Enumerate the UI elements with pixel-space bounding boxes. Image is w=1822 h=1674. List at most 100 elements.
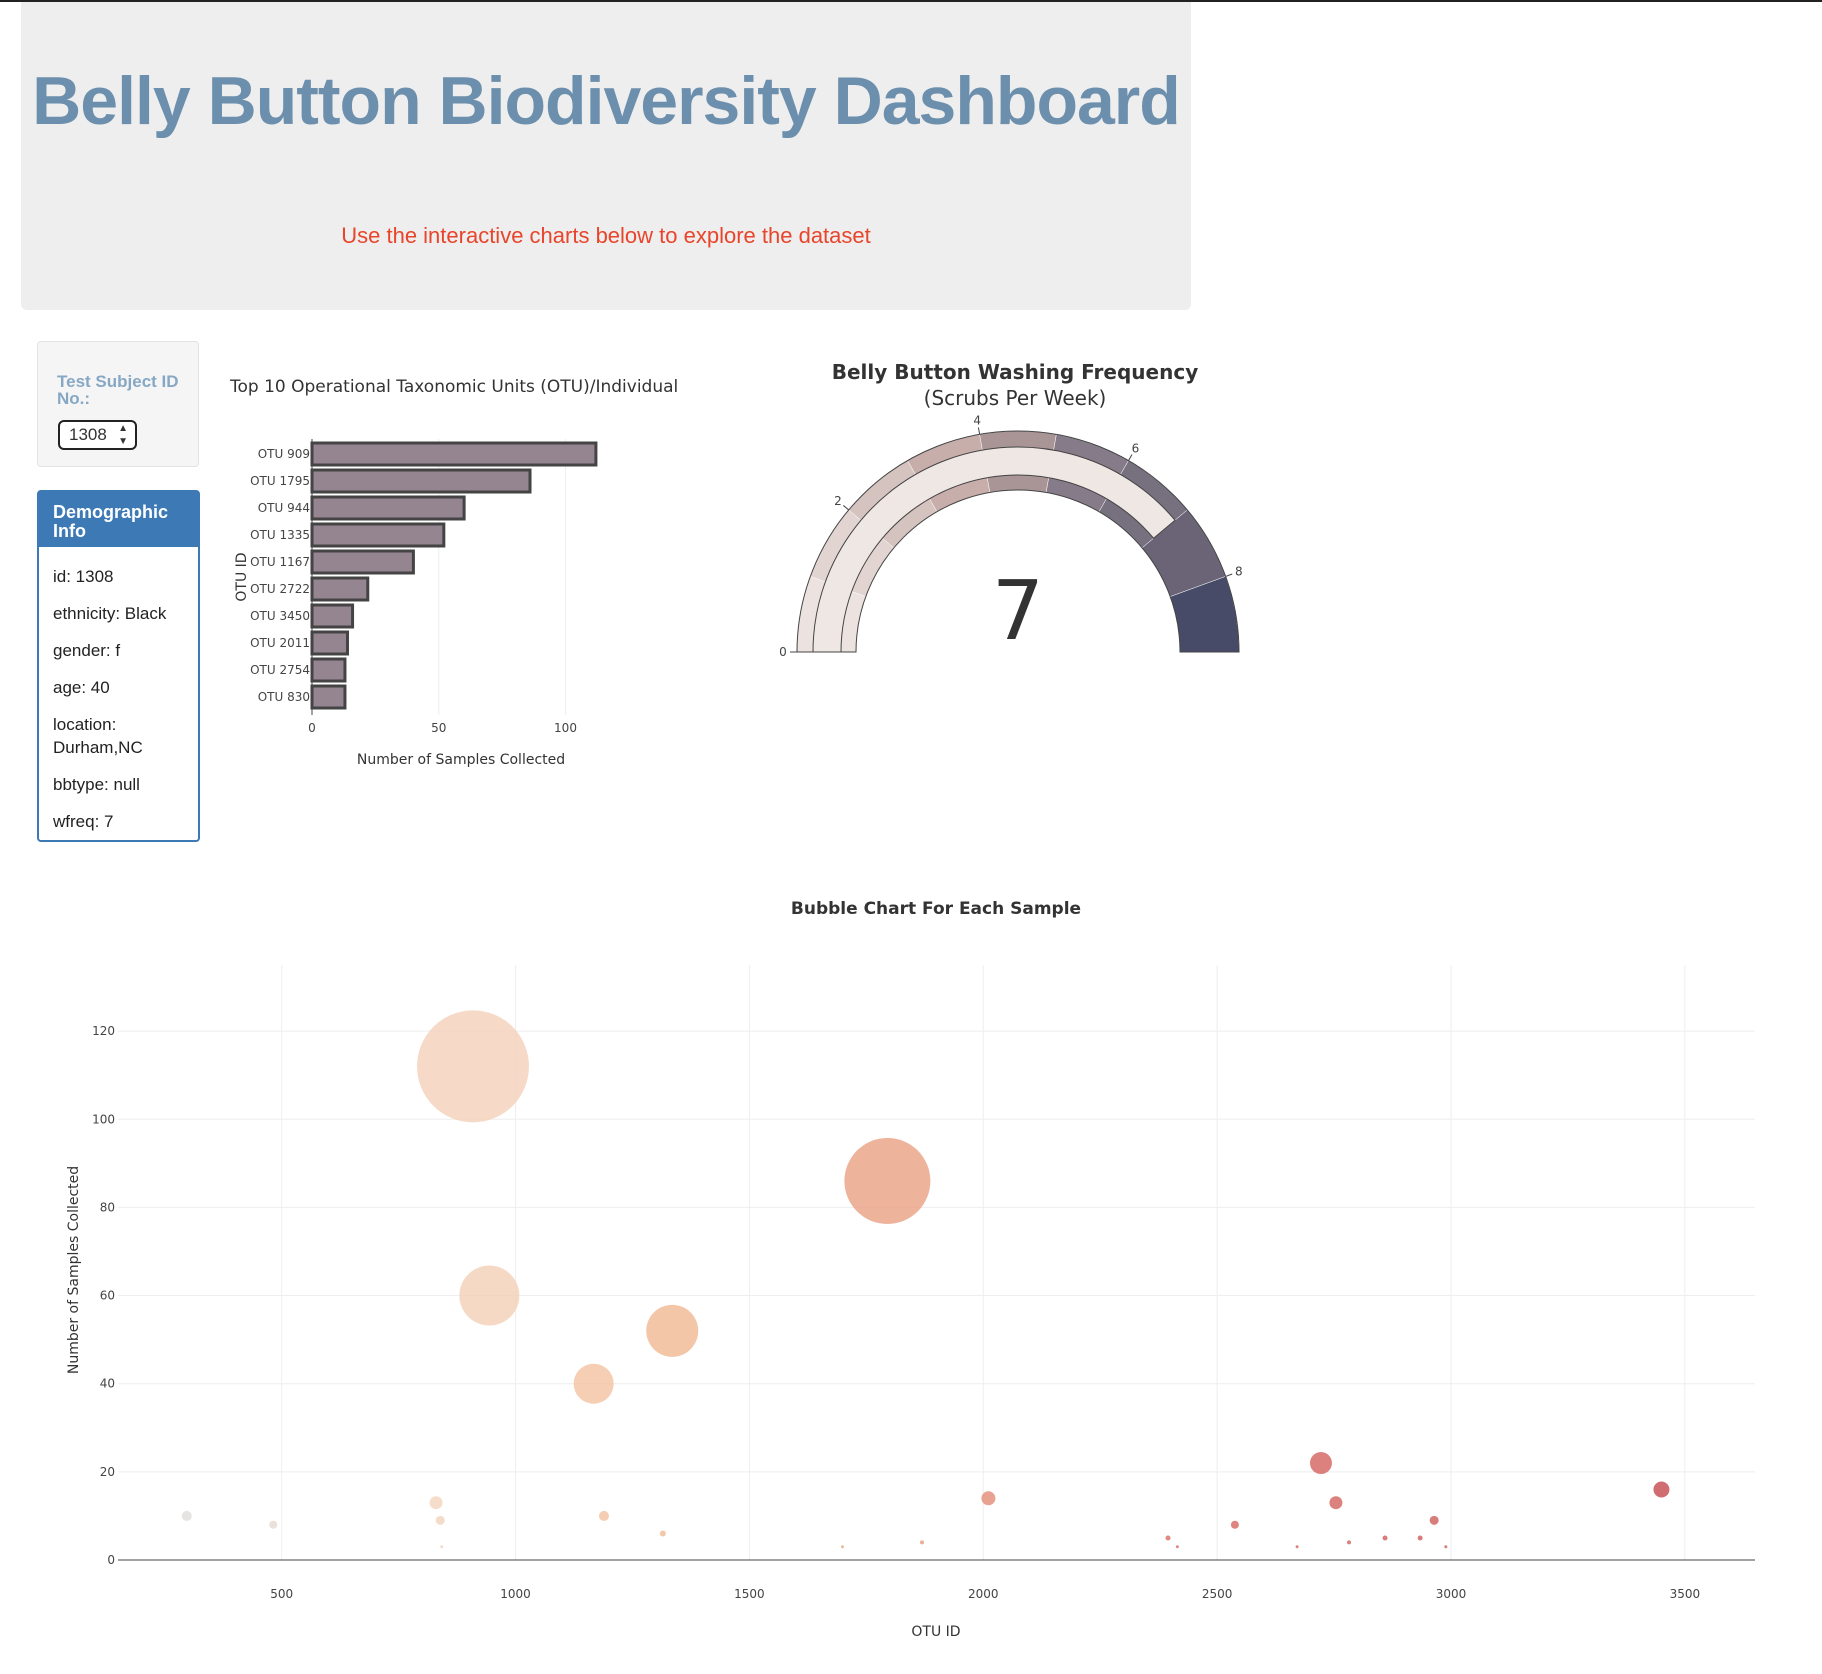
bubble-point[interactable] — [1653, 1481, 1670, 1498]
bar-y-tick-label: OTU 1335 — [250, 528, 310, 542]
gauge-tick — [1128, 454, 1133, 461]
bar-x-tick-label: 100 — [554, 721, 577, 735]
bubble-point[interactable] — [1417, 1535, 1423, 1541]
bubble-point[interactable] — [1382, 1535, 1388, 1541]
bar-chart-xlabel: Number of Samples Collected — [357, 752, 565, 768]
subject-id-value: 1308 — [69, 425, 107, 444]
bubble-point[interactable] — [1295, 1545, 1299, 1549]
gauge-subtitle: (Scrubs Per Week) — [924, 386, 1107, 410]
bar-y-tick-label: OTU 2754 — [250, 663, 310, 677]
bubble-y-tick-label: 40 — [100, 1377, 115, 1391]
bubble-point[interactable] — [1175, 1545, 1179, 1549]
bubble-point[interactable] — [1165, 1535, 1171, 1541]
bar-y-tick-label: OTU 830 — [258, 690, 310, 704]
gauge-tick — [843, 505, 850, 511]
subject-selector-panel: Test Subject ID No.: 1308 ▲ ▼ — [37, 341, 199, 467]
bubble-point[interactable] — [429, 1496, 443, 1510]
gauge-tick — [1225, 573, 1233, 577]
bar[interactable] — [310, 468, 532, 494]
bubble-point[interactable] — [1347, 1540, 1352, 1545]
bubble-x-tick-label: 2000 — [968, 1587, 999, 1601]
gauge-outline — [796, 430, 1240, 653]
bubble-point[interactable] — [1429, 1515, 1439, 1525]
header-banner: Belly Button Biodiversity Dashboard Use … — [21, 2, 1191, 310]
gauge-tick-label: 2 — [834, 494, 842, 508]
bar-y-tick-label: OTU 1167 — [250, 555, 310, 569]
gauge-tick-label: 0 — [779, 645, 787, 659]
bar[interactable] — [310, 630, 349, 656]
gauge-tick-label: 8 — [1235, 565, 1243, 579]
bubble-y-tick-label: 20 — [100, 1465, 115, 1479]
bubble-chart-xlabel: OTU ID — [911, 1624, 960, 1640]
bar-x-tick-label: 50 — [431, 721, 446, 735]
bubble-chart: Bubble Chart For Each Sample 500 1000 1500… — [66, 899, 1755, 1640]
bubble-point[interactable] — [646, 1304, 699, 1357]
bubble-point[interactable] — [440, 1545, 444, 1549]
gauge-value-bar — [812, 446, 1176, 653]
bubble-point[interactable] — [598, 1510, 609, 1521]
bubble-point[interactable] — [981, 1491, 996, 1506]
demographic-info-body: id: 1308 ethnicity: Black gender: f age:… — [39, 547, 198, 855]
select-arrows-icon: ▲ ▼ — [118, 423, 128, 447]
washing-frequency-gauge: Belly Button Washing Frequency (Scrubs P… — [779, 360, 1243, 659]
bubble-chart-title: Bubble Chart For Each Sample — [791, 899, 1081, 919]
bubble-point[interactable] — [844, 1137, 931, 1224]
bar-y-tick-label: OTU 1795 — [250, 474, 310, 488]
bubble-chart-ylabel: Number of Samples Collected — [66, 1166, 82, 1374]
bubble-point[interactable] — [269, 1520, 278, 1529]
bubble-point[interactable] — [1329, 1496, 1343, 1510]
bubble-point[interactable] — [1444, 1545, 1448, 1549]
bubble-y-tick-label: 100 — [92, 1112, 115, 1126]
subject-selector-label: Test Subject ID No.: — [57, 372, 179, 408]
demographic-wfreq: wfreq: 7 — [53, 812, 114, 831]
demographic-age: age: 40 — [53, 678, 110, 697]
bar-y-tick-label: OTU 2722 — [250, 582, 310, 596]
bubble-x-tick-label: 500 — [270, 1587, 293, 1601]
bubble-point[interactable] — [920, 1540, 925, 1545]
bar[interactable] — [310, 684, 347, 710]
bar-y-tick-label: OTU 3450 — [250, 609, 310, 623]
gauge-title: Belly Button Washing Frequency — [832, 360, 1198, 384]
bubble-y-tick-label: 0 — [107, 1553, 115, 1567]
bar[interactable] — [310, 657, 347, 683]
bar[interactable] — [310, 549, 415, 575]
bubble-point[interactable] — [573, 1363, 614, 1404]
gauge-tick-label: 6 — [1132, 441, 1140, 455]
bubble-point[interactable] — [1230, 1520, 1239, 1529]
bubble-x-tick-label: 2500 — [1202, 1587, 1233, 1601]
bar[interactable] — [310, 522, 446, 548]
bubble-y-tick-label: 80 — [100, 1200, 115, 1214]
top-border — [0, 0, 1822, 2]
gauge-value: 7 — [992, 564, 1044, 659]
bubble-point[interactable] — [435, 1515, 445, 1525]
demographic-info-title: Demographic Info — [39, 492, 198, 547]
gauge-tick-label: 4 — [973, 414, 981, 428]
demographic-gender: gender: f — [53, 641, 121, 660]
bubble-point[interactable] — [416, 1010, 529, 1123]
bar-x-tick-label: 0 — [308, 721, 316, 735]
bubble-x-tick-label: 3000 — [1436, 1587, 1467, 1601]
bar[interactable] — [310, 441, 598, 467]
bubble-point[interactable] — [840, 1545, 844, 1549]
bubble-y-tick-label: 120 — [92, 1024, 115, 1038]
bar[interactable] — [310, 495, 466, 521]
demographic-id: id: 1308 — [53, 567, 114, 586]
bubble-x-tick-label: 1500 — [734, 1587, 765, 1601]
bar-y-tick-label: OTU 2011 — [250, 636, 310, 650]
bubble-point[interactable] — [659, 1530, 666, 1537]
page-subtitle: Use the interactive charts below to expl… — [341, 223, 871, 248]
page-title: Belly Button Biodiversity Dashboard — [32, 63, 1181, 139]
top10-bar-chart: Top 10 Operational Taxonomic Units (OTU)… — [229, 377, 678, 768]
demographic-location: location: Durham,NC — [53, 715, 143, 757]
bar[interactable] — [310, 576, 370, 602]
bar-chart-ylabel: OTU ID — [234, 552, 250, 601]
subject-id-select[interactable]: 1308 ▲ ▼ — [58, 420, 137, 450]
bubble-point[interactable] — [459, 1265, 520, 1326]
demographic-info-panel: Demographic Info id: 1308 ethnicity: Bla… — [37, 490, 200, 842]
bar[interactable] — [310, 603, 355, 629]
bar-y-tick-label: OTU 944 — [258, 501, 310, 515]
gauge-tick — [977, 427, 981, 435]
bubble-point[interactable] — [1309, 1452, 1332, 1475]
bubble-point[interactable] — [181, 1510, 192, 1521]
bubble-y-tick-label: 60 — [100, 1289, 115, 1303]
